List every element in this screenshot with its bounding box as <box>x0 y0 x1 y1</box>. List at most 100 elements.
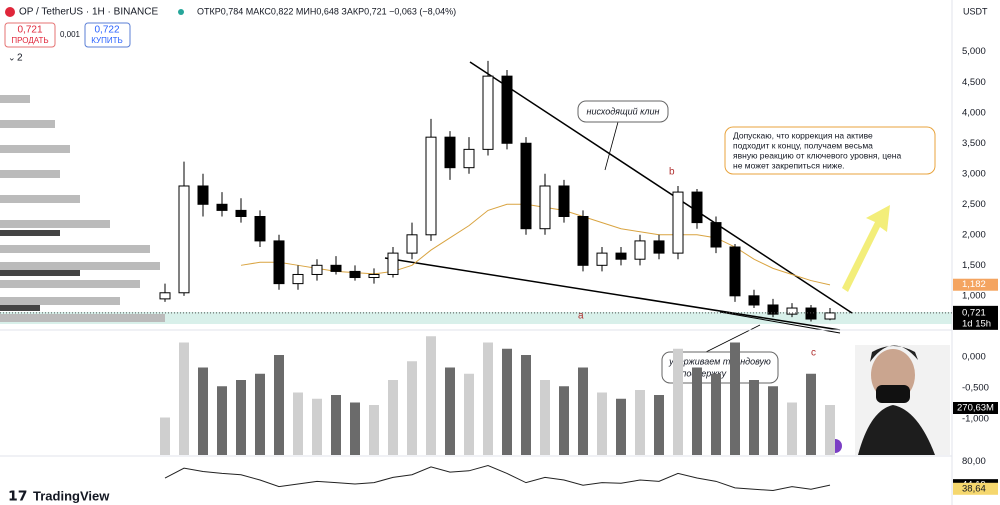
candle-body <box>577 215 589 266</box>
candle-body <box>672 191 684 254</box>
volume-bar <box>350 402 360 455</box>
volume-bar <box>426 336 436 455</box>
buy-price: 0,722 <box>94 25 119 36</box>
collapse-icon[interactable]: ⌄ <box>8 52 16 62</box>
y-tick-label: 5,000 <box>962 46 986 57</box>
volume-bar <box>198 367 208 455</box>
volume-bar <box>407 361 417 455</box>
wave-label: c <box>811 348 816 359</box>
volume-bar <box>654 395 664 455</box>
volume-bar <box>673 348 683 455</box>
brand: TradingView <box>33 488 110 503</box>
comment-line: подходит к концу, получаем весьма <box>733 140 873 150</box>
y-tick-label: 1,000 <box>962 290 986 301</box>
y-tick-label: 4,500 <box>962 77 986 88</box>
y-tick-label: 4,000 <box>962 107 986 118</box>
candle-body <box>539 185 551 230</box>
spread: 0,001 <box>60 30 81 39</box>
volume-bar <box>806 373 816 455</box>
candle-body <box>311 264 323 275</box>
osc-tick-label: -0,500 <box>962 383 989 394</box>
volume-bar <box>274 355 284 455</box>
volume-bar <box>635 390 645 455</box>
candle-body <box>786 307 798 315</box>
volume-bar <box>464 373 474 455</box>
candle-body <box>159 292 171 300</box>
volume-bar <box>502 348 512 455</box>
volume-bar <box>616 398 626 455</box>
candle-body <box>748 295 760 306</box>
wedge-label: нисходящий клин <box>587 106 660 116</box>
volume-bar <box>445 367 455 455</box>
avatar <box>828 345 950 455</box>
candle-body <box>767 304 779 315</box>
sell-label: ПРОДАТЬ <box>11 36 48 45</box>
wedge-lower <box>384 257 841 331</box>
candle-body <box>216 203 228 211</box>
countdown: 1d 15h <box>962 318 991 329</box>
volume-bar <box>179 342 189 455</box>
y-tick-label: 2,000 <box>962 229 986 240</box>
candle-body <box>558 185 570 217</box>
status-dot <box>178 9 184 15</box>
ma-label-bg <box>953 278 998 291</box>
volume-bar <box>692 367 702 455</box>
rsi-signal-label-bg <box>953 482 998 495</box>
candle-body <box>387 252 399 275</box>
comment-line: явную реакцию от ключевого уровня, цена <box>733 150 901 160</box>
volume-bar <box>578 367 588 455</box>
volume-bar <box>787 402 797 455</box>
y-tick-label: 3,500 <box>962 138 986 149</box>
candle-body <box>615 252 627 260</box>
volume-bar <box>730 342 740 455</box>
volume-bar <box>255 373 265 455</box>
osc-tick-label: -1,000 <box>962 414 989 425</box>
comment-line: не может закрепиться ниже. <box>733 160 845 170</box>
volume-bar <box>711 373 721 455</box>
forecast-arrow <box>842 205 890 292</box>
rsi-line <box>164 465 831 492</box>
wave-label: a <box>578 311 584 322</box>
buy-button[interactable] <box>84 22 131 48</box>
hold-line: удерживаем трендовую <box>668 356 771 366</box>
candle-body <box>596 252 608 266</box>
currency: USDT <box>963 6 988 16</box>
wedge-box <box>577 100 669 123</box>
candle-body <box>805 307 817 320</box>
volume-bar <box>768 386 778 455</box>
y-tick-label: 2,500 <box>962 199 986 210</box>
candle-body <box>406 234 418 254</box>
callout-line <box>604 121 619 171</box>
volume-label: 270,63M <box>957 403 994 414</box>
volume-bar <box>521 355 531 455</box>
last-price-bg <box>953 305 998 330</box>
candle-body <box>729 246 741 297</box>
volume-bar <box>331 395 341 455</box>
volume-bar <box>559 386 569 455</box>
volume-bar <box>388 380 398 455</box>
volume-bar <box>483 342 493 455</box>
sell-button[interactable] <box>4 22 56 48</box>
volume-bar <box>312 398 322 455</box>
rsi-tick-label: 80,00 <box>962 456 986 467</box>
candle-body <box>292 273 304 285</box>
candle-body <box>520 142 532 230</box>
comment-line: Допускаю, что коррекция на активе <box>733 130 873 140</box>
volume-bar <box>293 392 303 455</box>
y-tick-label: 1,500 <box>962 260 986 271</box>
ma-label: 1,182 <box>962 279 986 290</box>
wedge-upper <box>469 61 853 314</box>
candle-body <box>501 75 513 144</box>
layers-count: 2 <box>17 53 23 64</box>
candle-body <box>653 240 665 254</box>
symbol-icon <box>5 7 15 17</box>
buy-label: КУПИТЬ <box>91 36 122 45</box>
volume-profile <box>0 95 165 322</box>
candle-body <box>691 191 703 224</box>
ohlc: ОТКР0,784 МАКС0,822 МИН0,648 ЗАКР0,721 −… <box>197 6 456 16</box>
moving-average <box>240 203 831 286</box>
candle-body <box>634 240 646 260</box>
volume-bar <box>217 386 227 455</box>
sell-price: 0,721 <box>17 25 42 36</box>
